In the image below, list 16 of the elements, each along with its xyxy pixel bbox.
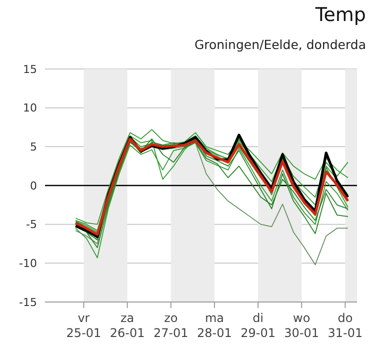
x-tick-label: wo 30-01 — [284, 311, 320, 340]
y-tick-label: -10 — [19, 257, 37, 270]
chart-subtitle: Groningen/Eelde, donderda — [194, 37, 366, 52]
y-tick-label: 10 — [23, 102, 37, 115]
y-tick-label: 15 — [23, 62, 37, 76]
x-tick-label: di 29-01 — [240, 311, 276, 340]
x-tick-label: za 26-01 — [110, 311, 145, 340]
x-tick-label: vr 25-01 — [66, 311, 102, 340]
x-tick-label: do 31-01 — [328, 311, 363, 340]
y-tick-label: -5 — [26, 218, 37, 232]
y-tick-label: 0 — [30, 179, 37, 192]
y-tick-label: 5 — [30, 140, 37, 154]
chart-title: Temp — [315, 4, 366, 26]
x-tick-label: ma 28-01 — [197, 311, 232, 340]
x-tick-label: zo 27-01 — [153, 311, 188, 340]
y-tick-label: -15 — [19, 296, 37, 309]
